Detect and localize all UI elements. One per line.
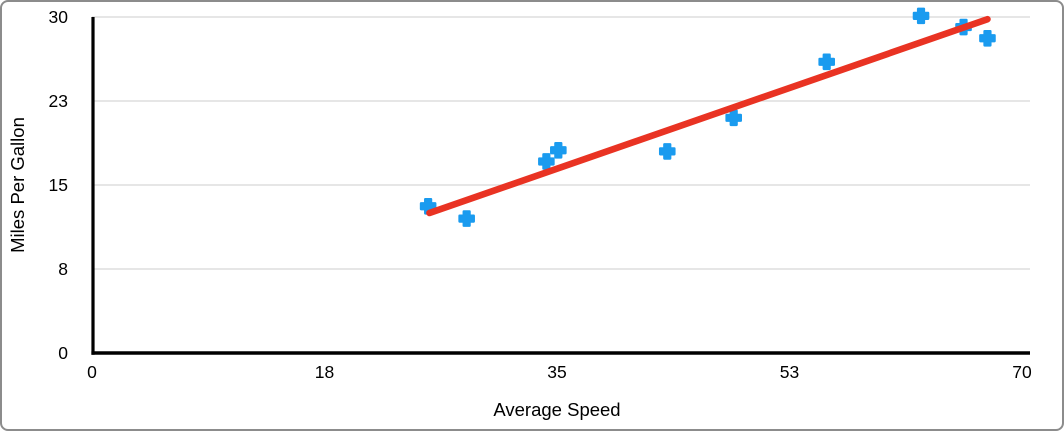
y-tick-label: 15 [49,175,68,195]
axes [91,17,1030,355]
x-tick-label: 53 [780,362,799,382]
data-point-marker[interactable] [538,153,555,170]
data-point-marker[interactable] [818,53,835,71]
x-tick-label: 0 [87,362,97,382]
data-point-marker[interactable] [550,141,567,159]
data-point-marker[interactable] [912,7,930,25]
x-tick-label: 35 [547,362,566,382]
x-axis-title: Average Speed [493,399,620,420]
tick-labels: 0 8 15 23 30 0 18 35 53 70 [49,7,1032,382]
data-point-marker[interactable] [725,109,742,127]
y-tick-label: 23 [49,91,68,111]
y-tick-label: 0 [58,343,68,363]
x-tick-label: 18 [315,362,334,382]
y-tick-label: 8 [58,259,68,279]
data-point-marker[interactable] [979,29,996,47]
y-axis-title: Miles Per Gallon [7,117,28,253]
x-tick-label: 70 [1012,362,1032,382]
gridlines [92,16,1030,270]
data-point-marker[interactable] [458,210,475,227]
trend-line[interactable] [426,15,991,217]
data-point-marker[interactable] [658,143,676,160]
trendline-layer [426,15,991,217]
y-tick-label: 30 [49,7,69,27]
data-series [419,7,996,227]
